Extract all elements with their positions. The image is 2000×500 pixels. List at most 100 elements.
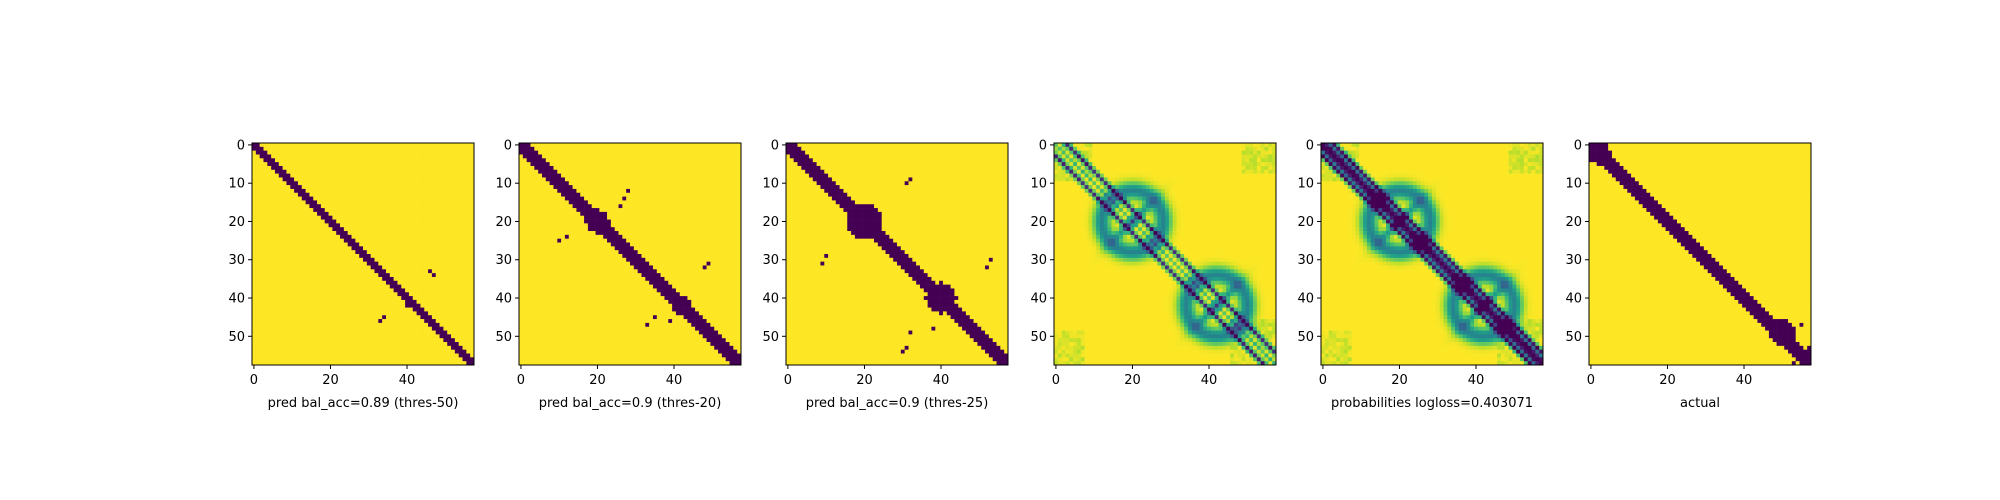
heatmap-cell <box>385 223 391 228</box>
heatmap-cell <box>385 307 391 312</box>
heatmap-cell <box>683 242 688 247</box>
heatmap-cell <box>561 211 566 217</box>
heatmap-cell <box>294 188 299 194</box>
heatmap-cell <box>420 165 425 171</box>
heatmap-cell <box>561 238 566 243</box>
heatmap-cell <box>424 276 429 282</box>
heatmap-cell <box>587 150 593 155</box>
heatmap-cell <box>374 185 379 190</box>
heatmap-cell <box>428 162 433 167</box>
heatmap-cell <box>416 353 421 358</box>
heatmap-cell <box>664 246 669 251</box>
heatmap-cell <box>618 227 623 232</box>
heatmap-cell <box>305 292 310 297</box>
heatmap-cell <box>626 200 631 205</box>
heatmap-cell <box>252 185 257 190</box>
heatmap-cell <box>470 238 475 243</box>
heatmap-cell <box>274 349 280 354</box>
heatmap-cell <box>255 192 260 197</box>
heatmap-cell <box>431 353 437 358</box>
heatmap-cell <box>340 254 345 259</box>
heatmap-cell <box>340 334 345 339</box>
heatmap-cell <box>428 158 433 163</box>
heatmap-cell <box>599 165 604 171</box>
heatmap-cell <box>607 234 612 239</box>
heatmap-cell <box>466 208 471 213</box>
heatmap-cell <box>462 361 467 366</box>
heatmap-cell <box>687 162 692 167</box>
heatmap-cell <box>374 307 379 312</box>
heatmap-cell <box>359 311 364 316</box>
heatmap-cell <box>626 204 631 209</box>
heatmap-cell <box>572 181 577 186</box>
heatmap-cell <box>355 200 360 205</box>
heatmap-cell <box>320 322 326 328</box>
heatmap-cell <box>706 143 711 148</box>
heatmap-cell <box>340 173 345 178</box>
heatmap-cell <box>282 143 287 148</box>
heatmap-cell <box>698 154 704 159</box>
heatmap-cell <box>466 357 471 362</box>
heatmap-cell <box>385 273 391 278</box>
heatmap-cell <box>294 169 299 174</box>
heatmap-cell <box>351 143 356 148</box>
heatmap-cell <box>389 330 394 335</box>
heatmap-cell <box>466 146 471 151</box>
heatmap-cell <box>389 185 394 190</box>
heatmap-cell <box>733 173 738 178</box>
heatmap-cell <box>641 173 646 178</box>
heatmap-cell <box>439 234 444 239</box>
heatmap-cell <box>595 185 600 190</box>
heatmap-cell <box>332 219 337 224</box>
heatmap-cell <box>408 208 414 213</box>
heatmap-cell <box>637 188 642 194</box>
heatmap-cell <box>332 338 337 343</box>
heatmap-cell <box>317 288 322 293</box>
heatmap-cell <box>470 307 475 312</box>
heatmap-cell <box>721 150 726 155</box>
heatmap-cell <box>466 150 471 155</box>
heatmap-cell <box>462 284 467 289</box>
heatmap-cell <box>576 192 581 197</box>
heatmap-cell <box>637 192 642 197</box>
heatmap-cell <box>290 215 295 220</box>
heatmap-cell <box>439 296 444 301</box>
heatmap-cell <box>252 342 257 347</box>
heatmap-cell <box>332 143 337 148</box>
heatmap-cell <box>267 162 272 167</box>
heatmap-cell <box>660 188 665 194</box>
heatmap-cell <box>702 162 707 167</box>
heatmap-cell <box>363 334 368 339</box>
heatmap-cell <box>366 276 371 282</box>
heatmap-cell <box>305 349 310 354</box>
heatmap-cell <box>267 223 272 228</box>
heatmap-cell <box>443 185 448 190</box>
heatmap-cell <box>286 250 291 255</box>
heatmap-cell <box>431 165 437 171</box>
heatmap-cell <box>317 250 322 255</box>
heatmap-cell <box>568 211 573 217</box>
heatmap-cell <box>313 231 318 236</box>
heatmap-cell <box>439 361 444 366</box>
heatmap-cell <box>286 261 291 266</box>
heatmap-cell <box>541 181 547 186</box>
heatmap-cell <box>271 322 276 328</box>
heatmap-cell <box>408 154 414 159</box>
heatmap-cell <box>454 257 459 262</box>
heatmap-cell <box>599 143 604 148</box>
heatmap-cell <box>324 307 329 312</box>
heatmap-cell <box>610 165 615 171</box>
heatmap-cell <box>412 242 417 247</box>
heatmap-cell <box>301 345 306 350</box>
heatmap-cell <box>343 154 348 159</box>
heatmap-cell <box>702 169 707 174</box>
heatmap-cell <box>290 257 295 262</box>
heatmap-cell <box>393 319 398 324</box>
heatmap-cell <box>710 185 715 190</box>
heatmap-cell <box>359 292 364 297</box>
heatmap-cell <box>286 311 291 316</box>
heatmap-cell <box>435 299 440 305</box>
heatmap-cell <box>355 349 360 354</box>
heatmap-cell <box>568 208 573 213</box>
heatmap-cell <box>389 307 394 312</box>
